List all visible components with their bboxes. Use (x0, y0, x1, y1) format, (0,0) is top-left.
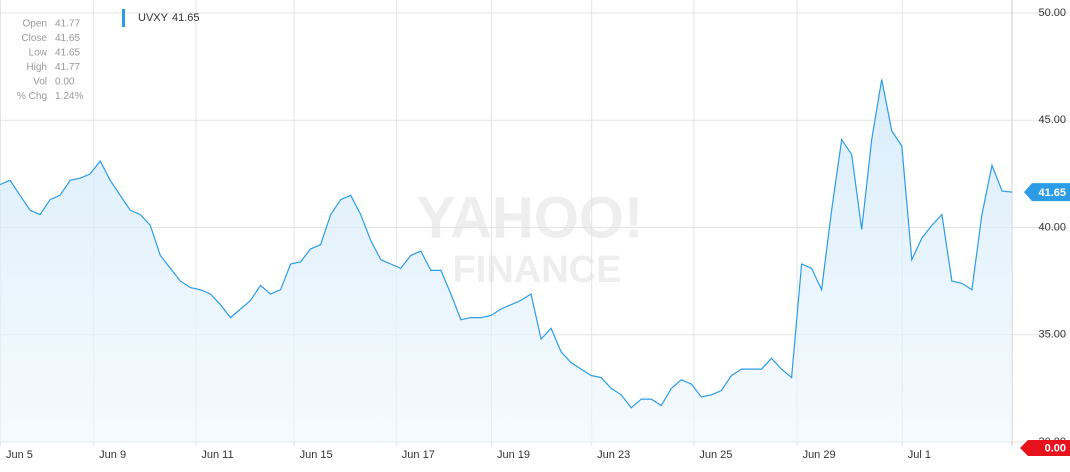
x-tick-label: Jun 15 (300, 449, 333, 461)
legend-value: 41.65 (172, 12, 200, 24)
info-label: High (26, 62, 47, 73)
last-value-badge (1024, 183, 1070, 202)
y-tick-label: 35.00 (1038, 329, 1066, 341)
x-tick-label: Jun 29 (803, 449, 836, 461)
info-label: Open (23, 19, 47, 30)
info-value: 41.65 (55, 33, 80, 44)
x-tick-label: Jun 11 (201, 449, 233, 461)
watermark: YAHOO! FINANCE (417, 185, 644, 291)
watermark-line: FINANCE (453, 249, 622, 291)
y-tick-label: 45.00 (1038, 114, 1066, 126)
info-label: % Chg (17, 91, 47, 102)
change-badge (1020, 440, 1070, 456)
area (0, 79, 1012, 442)
legend-swatch (122, 9, 125, 27)
x-tick-label: Jun 23 (597, 449, 630, 461)
y-tick-label: 50.00 (1038, 7, 1066, 19)
change-badge-label: 0.00 (1045, 442, 1066, 454)
info-label: Close (21, 33, 47, 44)
x-tick-label: Jun 19 (497, 449, 530, 461)
x-tick-label: Jun 5 (6, 449, 33, 461)
y-tick-label: 40.00 (1038, 221, 1066, 233)
info-value: 0.00 (55, 77, 75, 88)
x-tick-label: Jun 25 (699, 449, 732, 461)
x-tick-label: Jul 1 (908, 449, 931, 461)
info-label: Low (29, 48, 48, 59)
price-line (0, 79, 1013, 409)
info-label: Vol (33, 77, 47, 88)
legend-name: UVXY (138, 12, 169, 24)
info-value: 41.65 (55, 48, 80, 59)
watermark-line: YAHOO! (417, 185, 644, 250)
x-tick-label: Jun 17 (402, 449, 435, 461)
info-value: 41.77 (55, 62, 80, 73)
info-value: 1.24% (55, 91, 83, 102)
last-value-label: 41.65 (1038, 187, 1066, 199)
x-tick-label: Jun 9 (99, 449, 126, 461)
info-value: 41.77 (55, 19, 80, 30)
